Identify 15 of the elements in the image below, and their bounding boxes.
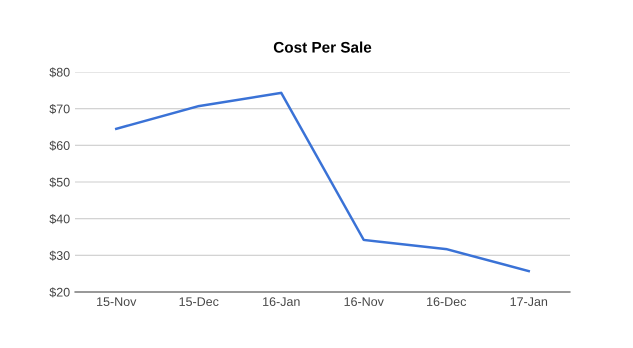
x-tick-label: 16-Jan <box>263 297 300 306</box>
line-series <box>115 92 530 272</box>
y-tick-label: $30 <box>49 250 70 261</box>
x-tick-label: 17-Jan <box>510 297 548 306</box>
chart-title: Cost Per Sale <box>274 41 372 53</box>
y-tick-label: $70 <box>49 104 70 114</box>
x-tick-label: 15-Nov <box>97 297 136 306</box>
y-tick-label: $50 <box>49 177 70 188</box>
y-tick-label: $40 <box>49 214 70 224</box>
x-tick-label: 16-Dec <box>427 297 466 306</box>
y-tick-label: $60 <box>49 140 70 151</box>
y-tick-label: $80 <box>49 67 70 78</box>
y-tick-label: $20 <box>49 287 70 298</box>
x-tick-label: 15-Dec <box>180 297 219 306</box>
x-tick-label: 16-Nov <box>344 297 384 306</box>
